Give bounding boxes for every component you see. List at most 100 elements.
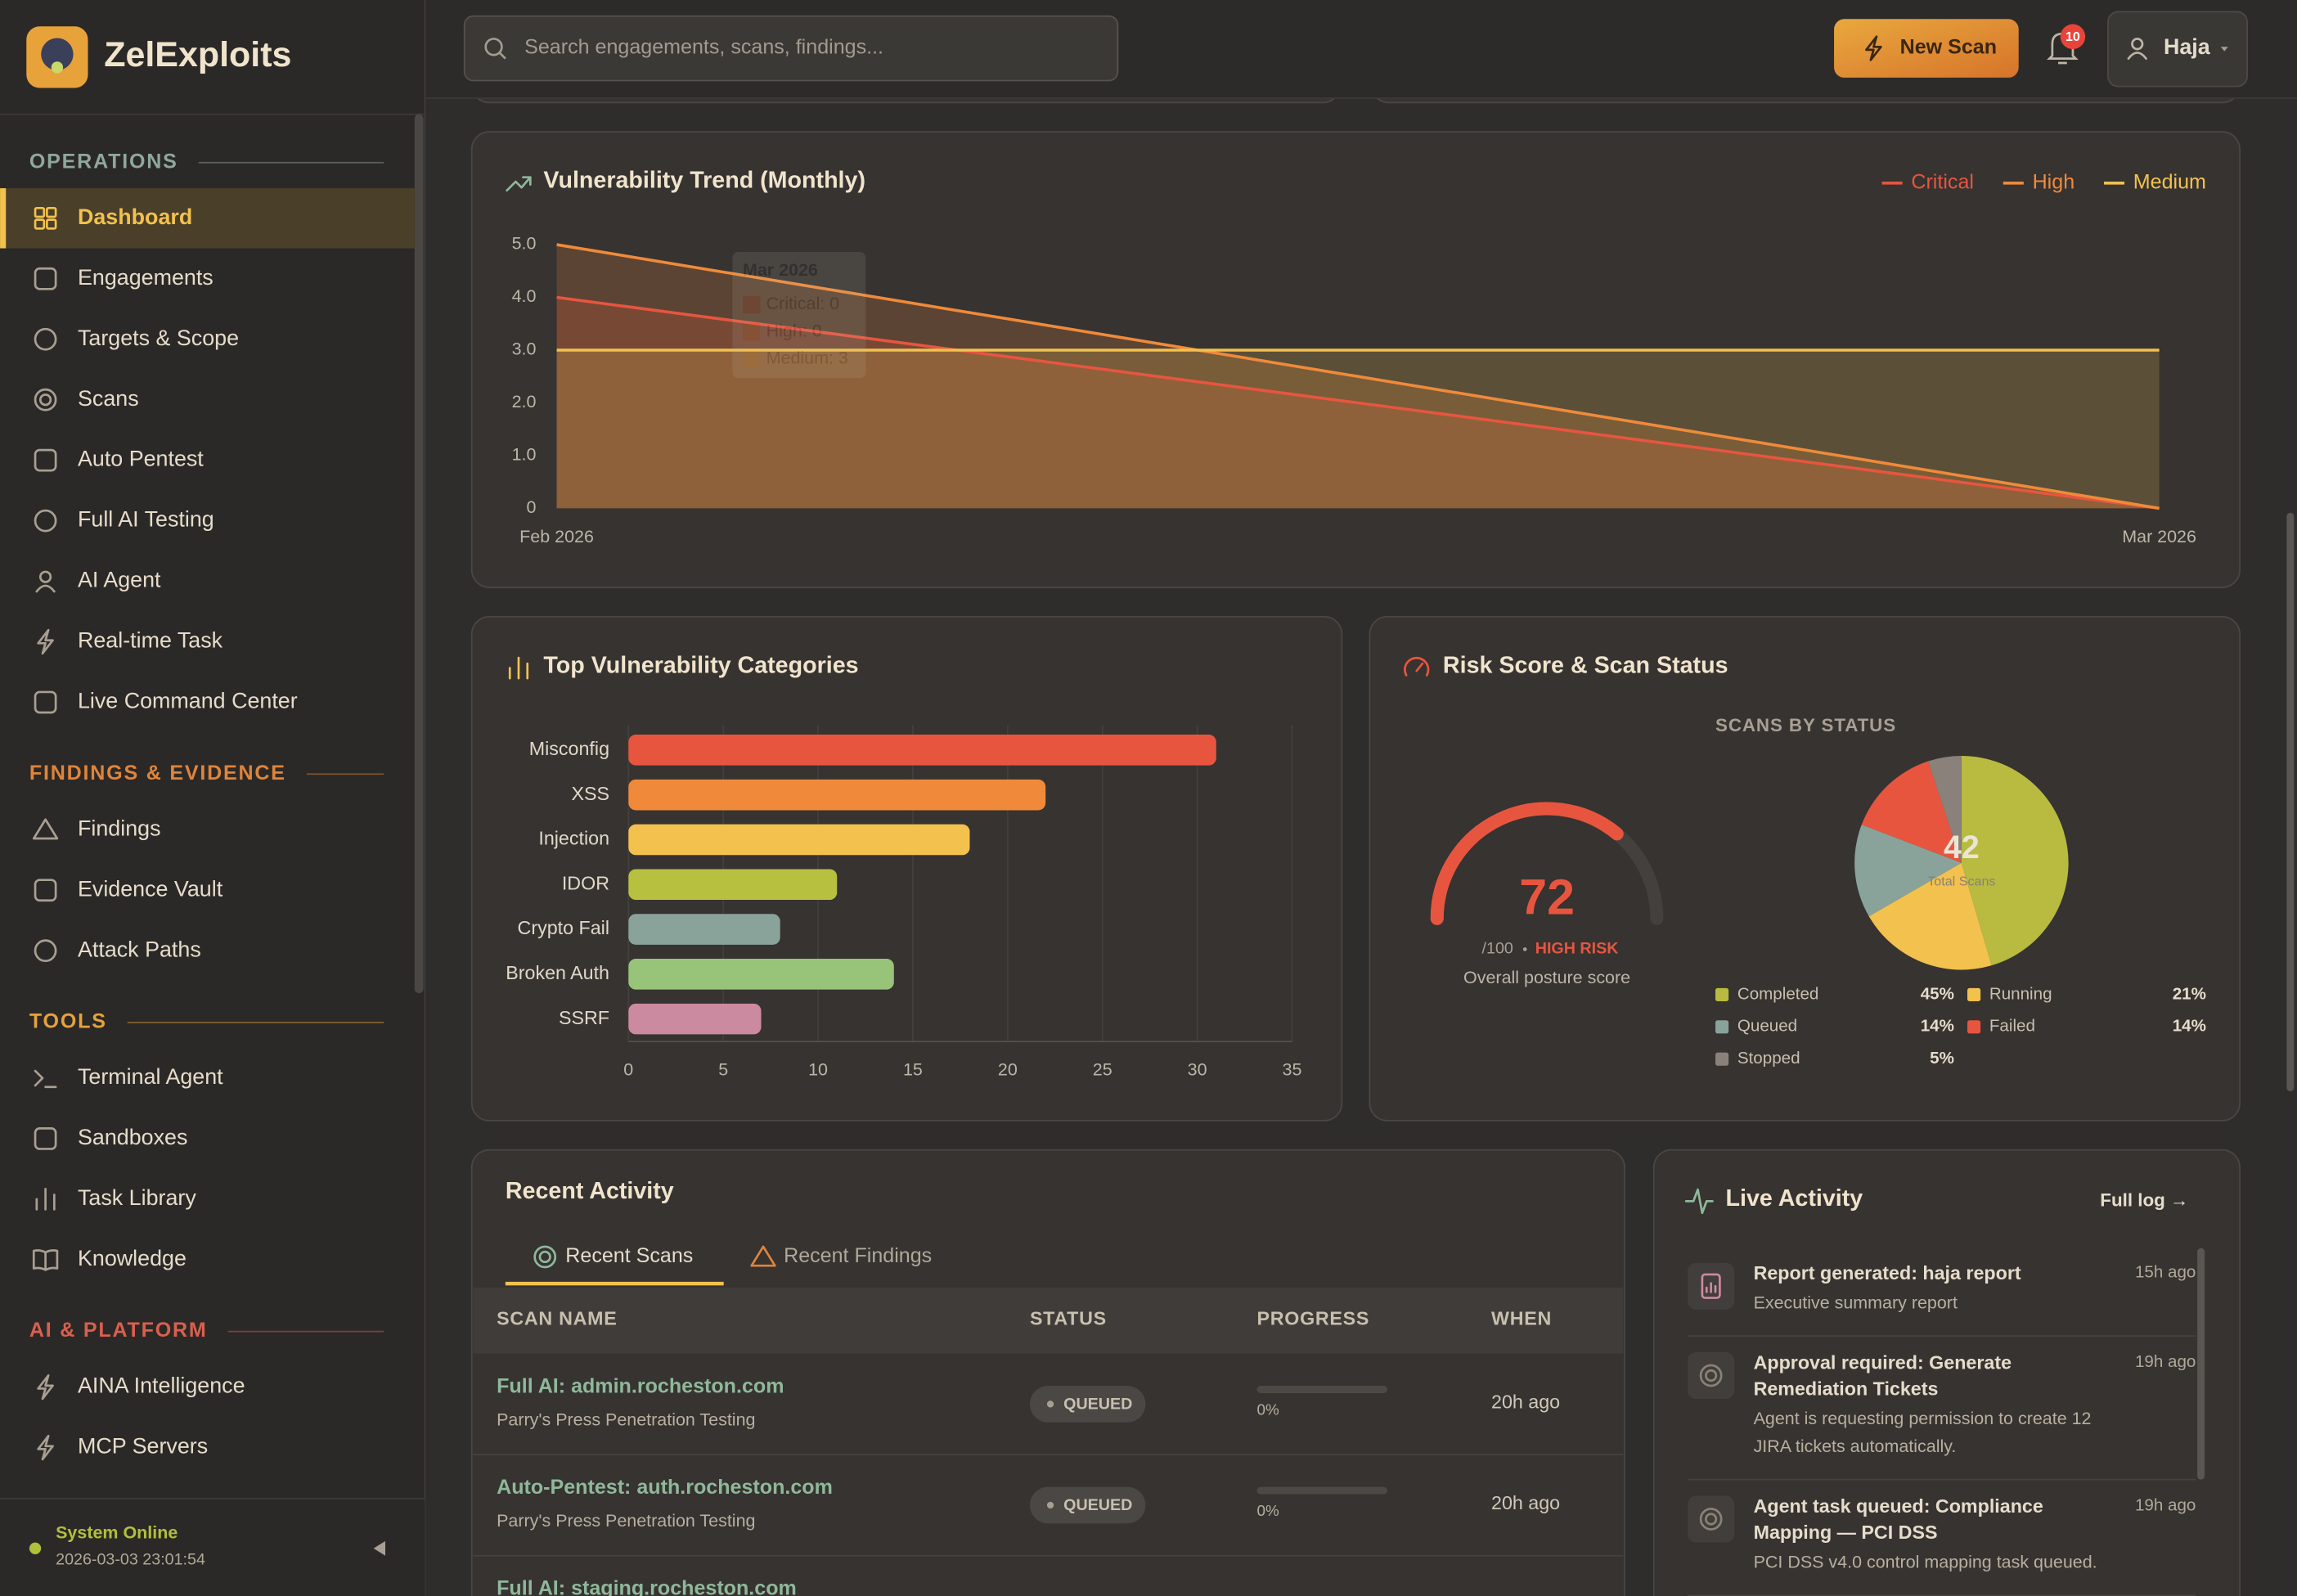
scan-name[interactable]: Full AI: admin.rocheston.com: [497, 1374, 784, 1397]
search-placeholder: Search engagements, scans, findings...: [524, 36, 883, 59]
y-tick-label: XSS: [571, 783, 609, 804]
y-tick-label: 0: [527, 497, 537, 517]
status-time: 2026-03-03 23:01:54: [56, 1550, 205, 1568]
icon-part: [1699, 1364, 1723, 1387]
tooltip-title: Mar 2026: [743, 260, 818, 280]
y-tick-label: Injection: [538, 828, 609, 849]
y-tick-label: Broken Auth: [506, 962, 609, 983]
icon: [34, 1069, 57, 1089]
pie-center-label: Total Scans: [1927, 874, 1995, 888]
icon-part: [37, 1373, 54, 1400]
tab[interactable]: Recent Findings: [784, 1244, 932, 1267]
icon-part: [1684, 1188, 1714, 1215]
legend-swatch: [1715, 1052, 1729, 1066]
legend-label: Failed: [1989, 1017, 2035, 1036]
icon: [37, 1373, 54, 1400]
y-tick-label: SSRF: [559, 1007, 609, 1028]
nav-item[interactable]: Scans: [78, 386, 139, 411]
progress-track: [1256, 1486, 1387, 1495]
nav-item[interactable]: Real-time Task: [78, 628, 223, 653]
activity-scrollbar: [2197, 1248, 2205, 1480]
y-tick-label: 1.0: [512, 445, 537, 465]
card: [1652, 1149, 2241, 1596]
nav-item[interactable]: Terminal Agent: [78, 1064, 223, 1089]
gauge-max: /100: [1482, 940, 1513, 958]
progress-label: 0%: [1257, 1400, 1279, 1418]
status-pill: [1029, 1486, 1146, 1524]
search-box[interactable]: [463, 15, 1119, 82]
tooltip-box: [732, 252, 866, 379]
nav-item[interactable]: Targets & Scope: [78, 326, 239, 350]
icon-part: [32, 818, 59, 840]
y-tick-label: 3.0: [512, 339, 537, 359]
legend-value: 14%: [1921, 1017, 1954, 1036]
icon: [1701, 1273, 1721, 1299]
nav-item[interactable]: Sandboxes: [78, 1125, 187, 1149]
nav-item[interactable]: Engagements: [78, 265, 214, 290]
scan-name[interactable]: Full AI: staging.rocheston.com: [497, 1577, 797, 1596]
nav-item[interactable]: MCP Servers: [78, 1434, 208, 1459]
icon-part: [32, 1249, 59, 1271]
column-header: STATUS: [1030, 1308, 1107, 1329]
x-tick-label: 20: [998, 1060, 1018, 1080]
tab-underline: [505, 1281, 724, 1286]
y-tick-label: Crypto Fail: [518, 917, 609, 938]
caret: [2220, 47, 2228, 52]
nav-item[interactable]: Full AI Testing: [78, 507, 214, 532]
x-tick-label: 10: [808, 1060, 828, 1080]
tooltip-line: High: 0: [766, 321, 822, 340]
collapse-button[interactable]: [373, 1540, 386, 1556]
pie-center-value: 42: [1944, 829, 1980, 865]
bar: [628, 1003, 762, 1035]
activity-title: Approval required: Generate: [1754, 1351, 2012, 1373]
icon: [1404, 657, 1430, 677]
nav-item[interactable]: Evidence Vault: [78, 876, 223, 901]
nav-item[interactable]: AINA Intelligence: [78, 1373, 245, 1398]
full-log-link[interactable]: Full log →: [2100, 1189, 2188, 1210]
activity-time: 19h ago: [2135, 1352, 2196, 1371]
pie-slice: [1861, 761, 1962, 863]
scan-name[interactable]: Auto-Pentest: auth.rocheston.com: [497, 1476, 833, 1499]
icon-part: [34, 509, 57, 533]
legend-value: 14%: [2173, 1017, 2206, 1036]
nav-active-bar: [0, 188, 7, 249]
nav-item[interactable]: Attack Paths: [78, 937, 201, 961]
icon: [37, 1434, 54, 1461]
nav-item[interactable]: Findings: [78, 816, 161, 840]
nav-item[interactable]: AI Agent: [78, 568, 161, 592]
gauge-caption: Overall posture score: [1463, 968, 1630, 987]
legend-label: Stopped: [1737, 1049, 1800, 1068]
bar: [628, 869, 838, 901]
nav-item[interactable]: Live Command Center: [78, 689, 298, 713]
user-menu[interactable]: [2107, 11, 2248, 88]
logo-face: [41, 38, 74, 70]
x-tick-label: 35: [1283, 1060, 1302, 1080]
nav-item[interactable]: Knowledge: [78, 1246, 187, 1270]
x-tick-label: 5: [718, 1060, 728, 1080]
legend-value: 5%: [1930, 1049, 1954, 1068]
logo-eye: [51, 61, 64, 74]
nav-item[interactable]: Auto Pentest: [78, 447, 204, 471]
status: QUEUED: [1063, 1396, 1132, 1414]
nav-item[interactable]: Task Library: [78, 1185, 196, 1210]
when: 20h ago: [1491, 1391, 1560, 1413]
status-dot: [1046, 1400, 1054, 1408]
status-label: System Online: [56, 1523, 178, 1543]
panel-title: Recent Activity: [506, 1178, 674, 1204]
icon-part: [2131, 38, 2144, 51]
progress-label: 0%: [1257, 1502, 1279, 1519]
new-scan-button[interactable]: [1834, 19, 2019, 78]
bar: [628, 824, 970, 856]
nav-item[interactable]: Dashboard: [78, 205, 192, 229]
icon: [533, 1245, 557, 1269]
icon: [34, 939, 57, 963]
tab[interactable]: Recent Scans: [565, 1244, 693, 1267]
status-dot: [29, 1542, 42, 1554]
icon-part: [1701, 1273, 1721, 1299]
activity-desc: JIRA tickets automatically.: [1754, 1436, 1957, 1456]
gauge-score: 72: [1519, 869, 1575, 924]
sidebar-scrollbar: [414, 114, 424, 994]
card: [470, 616, 1343, 1122]
when: 20h ago: [1491, 1492, 1560, 1513]
